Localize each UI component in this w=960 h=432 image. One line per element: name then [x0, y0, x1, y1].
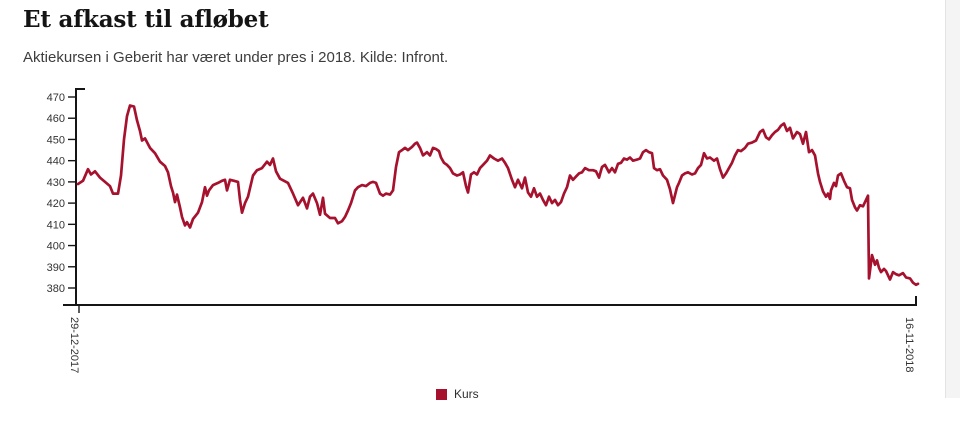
y-tick-label: 420 [47, 198, 65, 210]
y-tick-label: 470 [47, 92, 65, 104]
x-axis: 29-12-2017 16-11-2018 [63, 296, 917, 373]
y-axis: 470 460 450 440 430 420 410 400 390 380 [47, 88, 85, 306]
legend-swatch-icon [436, 388, 447, 400]
scrollbar-track[interactable] [945, 0, 960, 398]
legend-item-kurs[interactable]: Kurs [436, 387, 479, 401]
y-tick-label: 400 [47, 241, 65, 253]
price-line-kurs [76, 104, 920, 287]
legend-label: Kurs [454, 387, 479, 401]
y-tick-label: 380 [47, 283, 65, 295]
y-tick-label: 430 [47, 177, 65, 189]
y-tick-label: 460 [47, 113, 65, 125]
x-axis-label-start: 29-12-2017 [68, 317, 80, 373]
chart-subtitle: Aktiekursen i Geberit har været under pr… [23, 49, 449, 66]
y-tick-label: 450 [47, 134, 65, 146]
chart-legend: Kurs [436, 387, 479, 401]
y-tick-label: 390 [47, 262, 65, 274]
y-tick-label: 440 [47, 156, 65, 168]
y-tick-label: 410 [47, 219, 65, 231]
page-title: Et afkast til afløbet [23, 6, 269, 33]
x-axis-label-end: 16-11-2018 [903, 317, 915, 372]
